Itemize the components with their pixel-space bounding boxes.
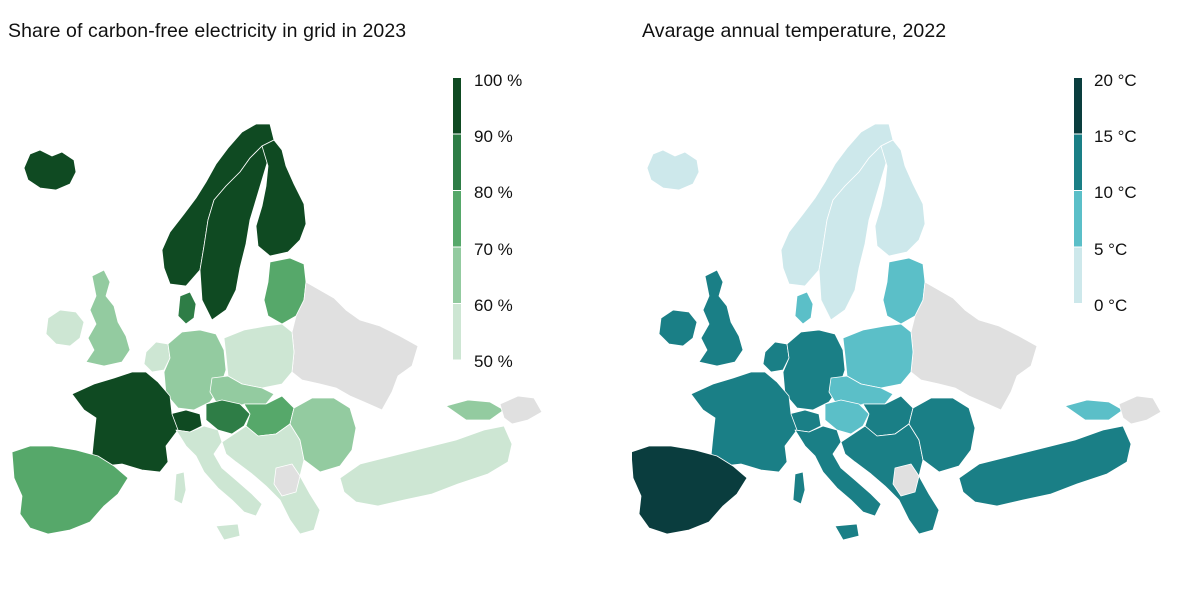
carbon-free-legend-label-60: 60 % xyxy=(474,296,513,315)
region-romania-bulgaria xyxy=(908,397,976,473)
temperature-map xyxy=(632,123,1162,541)
region-turkey xyxy=(958,425,1132,507)
region-austria xyxy=(205,399,251,435)
temperature-map-title: Avarage annual temperature, 2022 xyxy=(642,20,947,42)
region-east-no-data xyxy=(291,281,419,411)
region-iceland xyxy=(646,149,700,191)
carbon-free-legend-bar xyxy=(453,78,461,360)
temperature-legend-label-5: 5 °C xyxy=(1094,240,1128,259)
carbon-free-legend-label-90: 90 % xyxy=(474,127,513,146)
region-balkans xyxy=(840,423,940,535)
temperature-legend-label-0: 0 °C xyxy=(1094,296,1128,315)
region-ireland xyxy=(658,309,698,347)
region-islands xyxy=(792,471,860,541)
legend-swatch-0 xyxy=(1074,78,1082,134)
region-sweden xyxy=(818,145,888,321)
temperature-legend-label-15: 15 °C xyxy=(1094,127,1137,146)
carbon-free-legend-label-70: 70 % xyxy=(474,240,513,259)
carbon-free-map-panel: Share of carbon-free electricity in grid… xyxy=(8,20,543,541)
region-france xyxy=(690,371,798,473)
region-great-britain xyxy=(698,269,744,367)
legend-swatch-0 xyxy=(453,78,461,134)
carbon-free-legend-label-50: 50 % xyxy=(474,352,513,371)
temperature-legend-label-10: 10 °C xyxy=(1094,183,1137,202)
region-iceland xyxy=(23,149,77,191)
region-italy xyxy=(175,425,263,517)
region-east-no-data xyxy=(910,281,1038,411)
region-balkans-no-data xyxy=(892,463,920,497)
legend-swatch-1 xyxy=(453,134,461,190)
region-balkans-no-data xyxy=(273,463,301,497)
region-france xyxy=(71,371,179,473)
carbon-free-legend-label-100: 100 % xyxy=(474,71,523,90)
region-ireland xyxy=(45,309,85,347)
temperature-legend-label-20: 20 °C xyxy=(1094,71,1137,90)
region-sweden xyxy=(199,145,269,321)
region-austria xyxy=(824,399,870,435)
legend-swatch-4 xyxy=(453,304,461,360)
temperature-legend xyxy=(1074,78,1082,303)
region-romania-bulgaria xyxy=(289,397,357,473)
legend-swatch-3 xyxy=(453,247,461,303)
region-caucasus-no-data xyxy=(1118,395,1162,425)
region-great-britain xyxy=(85,269,131,367)
carbon-free-map-title: Share of carbon-free electricity in grid… xyxy=(8,20,407,42)
temperature-map-panel: Avarage annual temperature, 2022 xyxy=(632,0,1192,601)
region-finland xyxy=(255,139,307,257)
carbon-free-legend xyxy=(453,78,461,360)
legend-swatch-1 xyxy=(1074,134,1082,190)
region-islands xyxy=(173,471,241,541)
legend-swatch-3 xyxy=(1074,247,1082,303)
legend-swatch-2 xyxy=(453,191,461,247)
region-denmark xyxy=(794,291,814,325)
region-finland xyxy=(874,139,926,257)
carbon-free-legend-label-80: 80 % xyxy=(474,183,513,202)
region-turkey xyxy=(339,425,513,507)
region-denmark xyxy=(177,291,197,325)
region-iberia xyxy=(632,445,748,535)
region-iberia xyxy=(11,445,129,535)
region-balkans xyxy=(221,423,321,535)
temperature-legend-bar xyxy=(1074,78,1082,303)
region-caucasus-no-data xyxy=(499,395,543,425)
carbon-free-map xyxy=(11,123,543,541)
region-italy xyxy=(794,425,882,517)
legend-swatch-2 xyxy=(1074,191,1082,247)
